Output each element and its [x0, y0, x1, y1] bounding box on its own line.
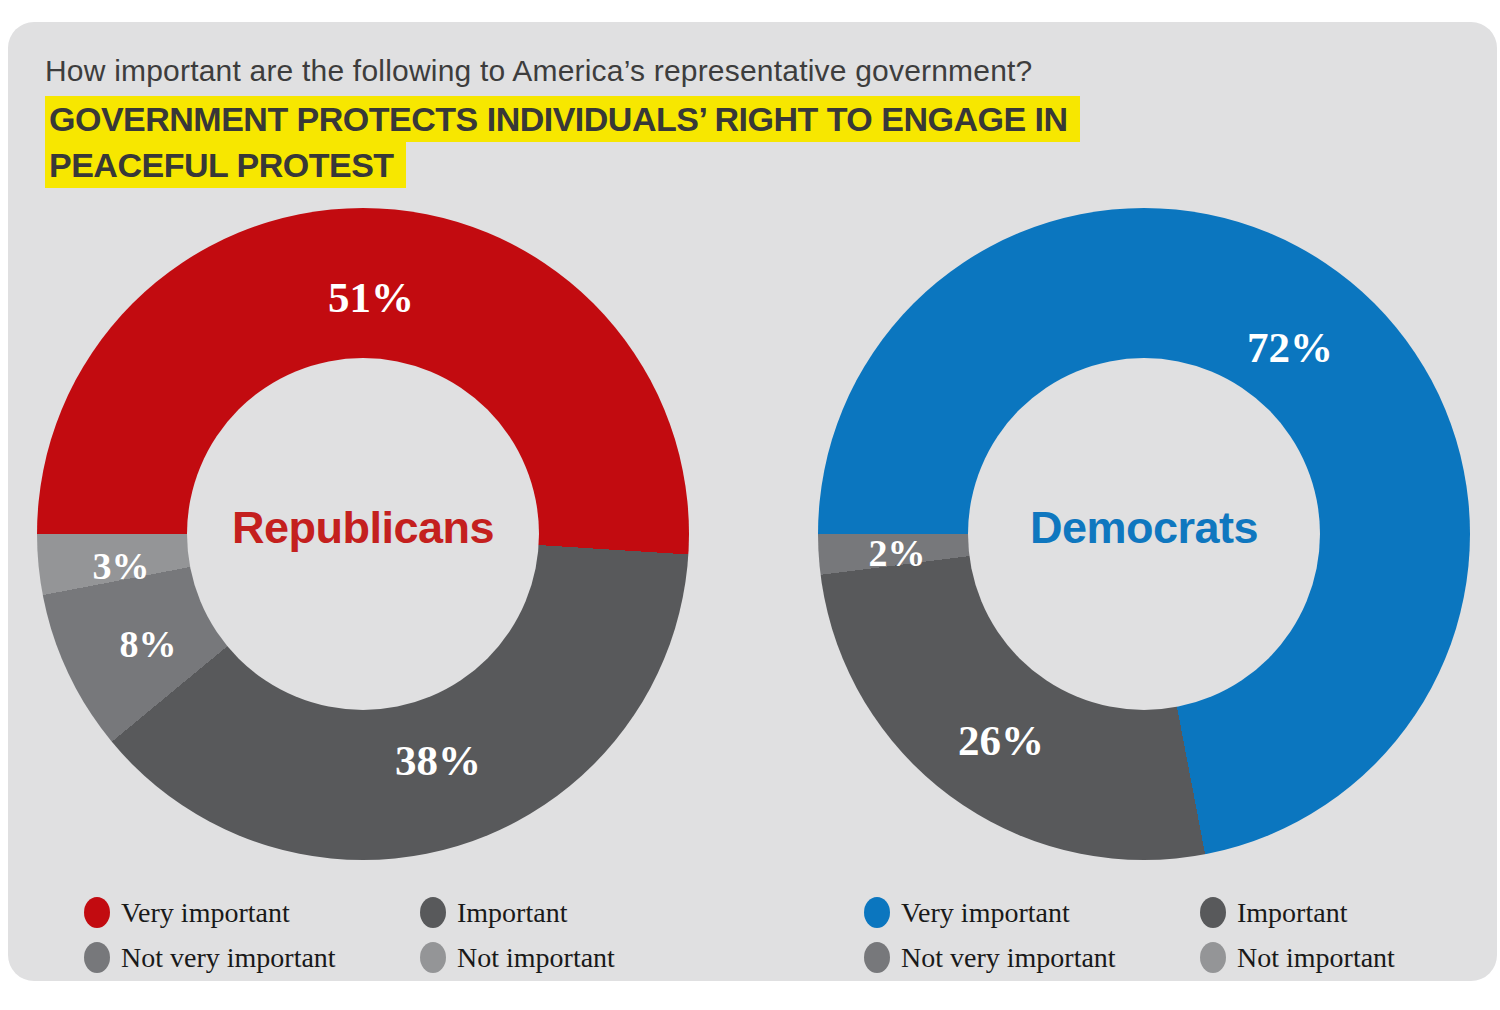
highlight-text-2: PEACEFUL PROTEST [45, 142, 406, 188]
legend-swatch-not-very-important-icon [84, 942, 110, 973]
highlighted-subtitle-line-1: GOVERNMENT PROTECTS INDIVIDUALS’ RIGHT T… [45, 96, 1080, 142]
legend-swatch-not-important-icon [420, 942, 446, 973]
republicans-center-label: Republicans [232, 502, 494, 554]
legend-label: Not very important [901, 942, 1116, 974]
legend-swatch-important-icon [1200, 897, 1226, 928]
legend-label: Very important [901, 897, 1070, 929]
legend-label: Not important [457, 942, 615, 974]
republicans-legend: Very important Important Not very import… [84, 890, 615, 980]
highlighted-subtitle: GOVERNMENT PROTECTS INDIVIDUALS’ RIGHT T… [45, 96, 1080, 188]
legend-swatch-not-important-icon [1200, 942, 1226, 973]
legend-item: Important [420, 897, 615, 929]
democrats-very-important-value: 72% [1247, 323, 1333, 372]
republicans-donut-hole: Republicans [187, 358, 539, 710]
legend-label: Not very important [121, 942, 336, 974]
legend-swatch-important-icon [420, 897, 446, 928]
highlighted-subtitle-line-2: PEACEFUL PROTEST [45, 142, 1080, 188]
legend-label: Important [1237, 897, 1347, 929]
republicans-very-important-value: 51% [328, 273, 414, 322]
legend-item: Important [1200, 897, 1395, 929]
infographic-page: How important are the following to Ameri… [0, 0, 1500, 1010]
democrats-legend: Very important Important Not very import… [864, 890, 1395, 980]
democrats-donut-hole: Democrats [968, 358, 1320, 710]
republicans-not-very-important-value: 8% [120, 622, 177, 666]
highlight-text-1: GOVERNMENT PROTECTS INDIVIDUALS’ RIGHT T… [45, 96, 1080, 142]
democrats-donut-chart: Democrats 72% 26% 2% [818, 208, 1470, 860]
question-title: How important are the following to Ameri… [45, 53, 1295, 89]
legend-item: Not important [1200, 942, 1395, 974]
legend-item: Very important [864, 897, 1200, 929]
legend-item: Not important [420, 942, 615, 974]
legend-swatch-very-important-icon [864, 897, 890, 928]
republicans-important-value: 38% [395, 736, 481, 785]
democrats-important-value: 26% [958, 716, 1044, 765]
legend-swatch-not-very-important-icon [864, 942, 890, 973]
republicans-not-important-value: 3% [93, 544, 150, 588]
legend-label: Not important [1237, 942, 1395, 974]
democrats-center-label: Democrats [1030, 502, 1258, 554]
republicans-donut-chart: Republicans 51% 38% 8% 3% [37, 208, 689, 860]
legend-label: Important [457, 897, 567, 929]
legend-item: Not very important [864, 942, 1200, 974]
legend-label: Very important [121, 897, 290, 929]
legend-item: Not very important [84, 942, 420, 974]
legend-swatch-very-important-icon [84, 897, 110, 928]
democrats-not-very-important-value: 2% [869, 531, 926, 575]
legend-item: Very important [84, 897, 420, 929]
